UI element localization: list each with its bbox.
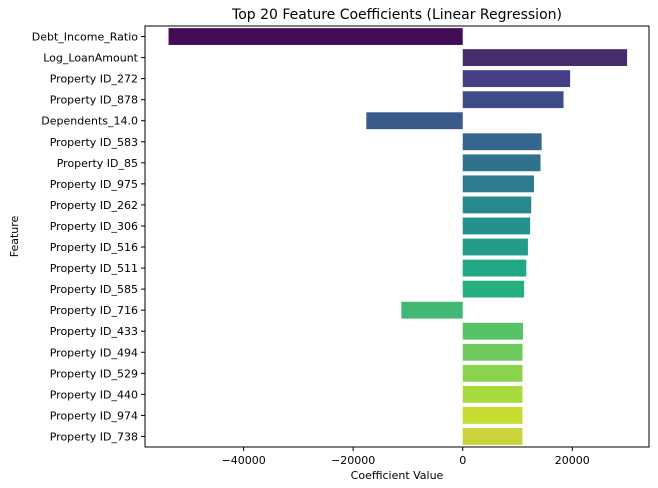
y-axis-label: Feature xyxy=(8,215,21,257)
bar-10 xyxy=(462,238,528,256)
bar-9 xyxy=(462,217,531,235)
bar-4 xyxy=(366,112,463,130)
y-tick-label: Property ID_529 xyxy=(50,367,138,380)
chart-title: Top 20 Feature Coefficients (Linear Regr… xyxy=(231,7,562,23)
bar-5 xyxy=(462,133,542,151)
y-tick-label: Property ID_738 xyxy=(50,430,138,443)
y-tick-label: Property ID_433 xyxy=(50,325,138,338)
bar-6 xyxy=(462,154,541,172)
x-tick-label: 0 xyxy=(459,454,466,467)
bar-12 xyxy=(462,280,525,298)
bar-3 xyxy=(462,91,564,109)
x-axis: −40000 −20000 0 20000 xyxy=(221,447,590,467)
bar-14 xyxy=(462,322,523,340)
y-tick-label: Property ID_583 xyxy=(50,136,138,149)
y-tick-label: Property ID_975 xyxy=(50,178,138,191)
y-tick-label: Property ID_716 xyxy=(50,304,138,317)
y-tick-label: Dependents_14.0 xyxy=(41,115,138,128)
y-tick-label: Property ID_878 xyxy=(50,94,138,107)
x-tick-label: 20000 xyxy=(555,454,590,467)
y-tick-label: Property ID_440 xyxy=(50,388,138,401)
y-tick-label: Property ID_306 xyxy=(50,220,138,233)
plot-frame xyxy=(144,25,650,448)
bar-13 xyxy=(401,301,463,319)
bar-19 xyxy=(462,428,523,445)
y-tick-label: Property ID_272 xyxy=(50,73,138,86)
y-tick-label: Debt_Income_Ratio xyxy=(32,31,139,44)
bar-18 xyxy=(462,407,523,424)
bar-7 xyxy=(462,175,534,193)
y-tick-label: Property ID_511 xyxy=(50,262,138,275)
bar-16 xyxy=(462,364,523,382)
y-tick-label: Property ID_516 xyxy=(50,241,138,254)
y-tick-label: Property ID_585 xyxy=(50,283,138,296)
bar-1 xyxy=(462,49,628,66)
bars-layer xyxy=(168,28,628,445)
bar-2 xyxy=(462,70,571,88)
bar-11 xyxy=(462,259,527,277)
y-axis: Debt_Income_Ratio Log_LoanAmount Property … xyxy=(32,31,145,443)
x-tick-label: −40000 xyxy=(221,454,265,467)
bar-8 xyxy=(462,196,532,214)
y-tick-label: Property ID_494 xyxy=(50,346,138,359)
y-tick-label: Property ID_974 xyxy=(50,409,138,422)
bar-0 xyxy=(168,28,463,45)
x-axis-label: Coefficient Value xyxy=(351,469,444,482)
y-tick-label: Property ID_85 xyxy=(57,157,138,170)
bar-17 xyxy=(462,385,523,403)
y-tick-label: Log_LoanAmount xyxy=(43,52,138,65)
y-tick-label: Property ID_262 xyxy=(50,199,138,212)
x-tick-label: −20000 xyxy=(331,454,375,467)
bar-15 xyxy=(462,343,523,361)
